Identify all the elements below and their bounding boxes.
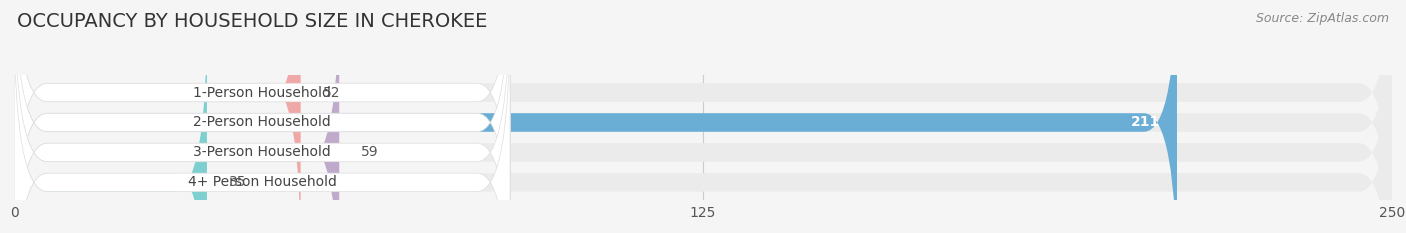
FancyBboxPatch shape <box>14 0 301 233</box>
Text: OCCUPANCY BY HOUSEHOLD SIZE IN CHEROKEE: OCCUPANCY BY HOUSEHOLD SIZE IN CHEROKEE <box>17 12 488 31</box>
FancyBboxPatch shape <box>14 12 207 233</box>
FancyBboxPatch shape <box>14 0 1392 233</box>
Text: 3-Person Household: 3-Person Household <box>193 145 330 159</box>
FancyBboxPatch shape <box>14 0 510 233</box>
Text: 2-Person Household: 2-Person Household <box>193 116 330 130</box>
FancyBboxPatch shape <box>14 0 339 233</box>
FancyBboxPatch shape <box>14 0 510 233</box>
FancyBboxPatch shape <box>14 0 510 233</box>
FancyBboxPatch shape <box>14 0 1392 233</box>
FancyBboxPatch shape <box>14 0 1392 233</box>
FancyBboxPatch shape <box>14 0 1177 233</box>
Text: 35: 35 <box>229 175 246 189</box>
FancyBboxPatch shape <box>14 12 510 233</box>
Text: 1-Person Household: 1-Person Household <box>193 86 330 99</box>
FancyBboxPatch shape <box>14 12 1392 233</box>
Text: 52: 52 <box>323 86 340 99</box>
Text: 4+ Person Household: 4+ Person Household <box>187 175 336 189</box>
Text: 59: 59 <box>361 145 378 159</box>
Text: Source: ZipAtlas.com: Source: ZipAtlas.com <box>1256 12 1389 25</box>
Text: 211: 211 <box>1132 116 1160 130</box>
